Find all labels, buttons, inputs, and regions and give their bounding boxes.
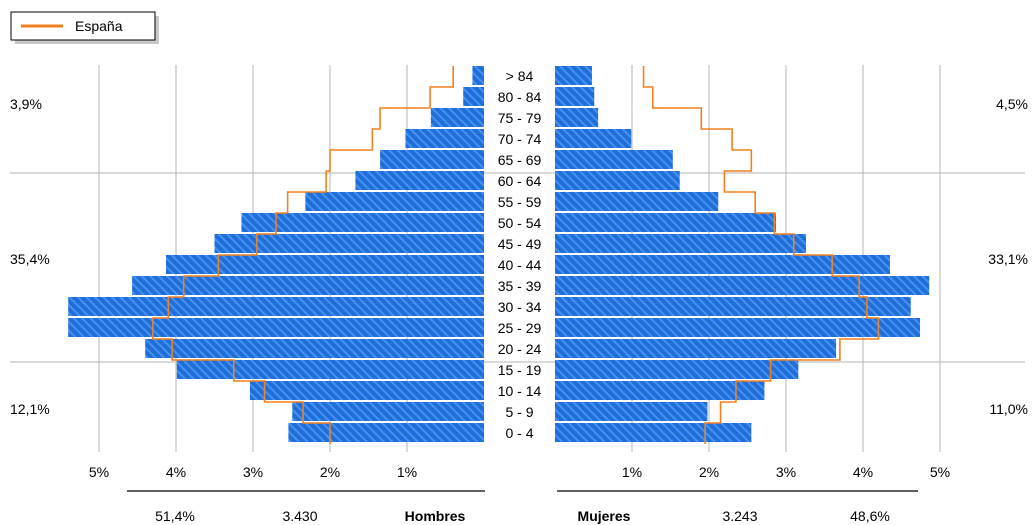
x-tick-label-right: 3% [776,464,796,480]
bar-hombres [176,360,484,379]
age-group-label: 25 - 29 [498,320,542,336]
bar-mujeres [555,423,752,442]
x-tick-label-left: 3% [243,464,263,480]
hombres-count: 3.430 [282,508,317,524]
bar-mujeres [555,255,890,274]
bar-mujeres [555,381,765,400]
bar-hombres [463,87,484,106]
right-pct-middle: 33,1% [988,251,1028,267]
bar-hombres [292,402,484,421]
bar-mujeres [555,192,719,211]
bar-mujeres [555,276,930,295]
bar-mujeres [555,297,911,316]
hombres-label: Hombres [405,508,466,524]
age-group-label: 30 - 34 [498,299,542,315]
bar-hombres [249,381,484,400]
bar-mujeres [555,129,632,148]
age-group-label: > 84 [506,68,534,84]
age-group-label: 45 - 49 [498,236,542,252]
bar-hombres [132,276,485,295]
bar-hombres [355,171,484,190]
left-pct-top: 3,9% [10,96,42,112]
age-group-label: 10 - 14 [498,383,542,399]
bar-mujeres [555,150,673,169]
left-pct-bottom: 12,1% [10,401,50,417]
age-group-label: 65 - 69 [498,152,542,168]
espana-line-mujeres [642,66,880,444]
bar-mujeres [555,402,708,421]
age-group-label: 55 - 59 [498,194,542,210]
x-tick-label-left: 2% [320,464,340,480]
bar-mujeres [555,234,807,253]
x-tick-label-right: 2% [699,464,719,480]
bar-mujeres [555,213,776,232]
right-pct-top: 4,5% [996,96,1028,112]
age-group-label: 60 - 64 [498,173,542,189]
x-tick-label-right: 1% [622,464,642,480]
bar-hombres [165,255,485,274]
mujeres-label: Mujeres [578,508,631,524]
bar-hombres [380,150,484,169]
bar-hombres [241,213,484,232]
x-tick-label-right: 5% [930,464,950,480]
mujeres-count: 3.243 [722,508,757,524]
bar-hombres [68,297,484,316]
age-group-label: 15 - 19 [498,362,542,378]
bar-mujeres [555,360,799,379]
bar-hombres [405,129,484,148]
x-tick-label-left: 1% [397,464,417,480]
x-tick-label-left: 5% [89,464,109,480]
hombres-pct: 51,4% [155,508,195,524]
age-group-label: 70 - 74 [498,131,542,147]
bar-hombres [145,339,484,358]
bar-mujeres [555,318,920,337]
age-group-label: 20 - 24 [498,341,542,357]
x-tick-label-right: 4% [853,464,873,480]
bar-hombres [68,318,484,337]
espana-line-hombres [152,66,454,444]
bar-mujeres [555,87,595,106]
bar-hombres [214,234,484,253]
left-pct-middle: 35,4% [10,251,50,267]
age-group-label: 80 - 84 [498,89,542,105]
bar-mujeres [555,108,599,127]
bar-mujeres [555,171,680,190]
bar-mujeres [555,66,592,85]
age-group-label: 35 - 39 [498,278,542,294]
age-group-label: 40 - 44 [498,257,542,273]
legend: España [10,11,159,44]
right-pct-bottom: 11,0% [989,401,1028,417]
age-group-label: 0 - 4 [505,425,533,441]
legend-label: España [75,18,123,34]
age-group-label: 75 - 79 [498,110,542,126]
x-tick-label-left: 4% [166,464,186,480]
bar-hombres [305,192,484,211]
bar-mujeres [555,339,837,358]
bar-hombres [288,423,484,442]
bar-hombres [430,108,484,127]
age-group-label: 5 - 9 [505,404,533,420]
age-group-label: 50 - 54 [498,215,542,231]
bar-hombres [472,66,484,85]
mujeres-pct: 48,6% [850,508,890,524]
